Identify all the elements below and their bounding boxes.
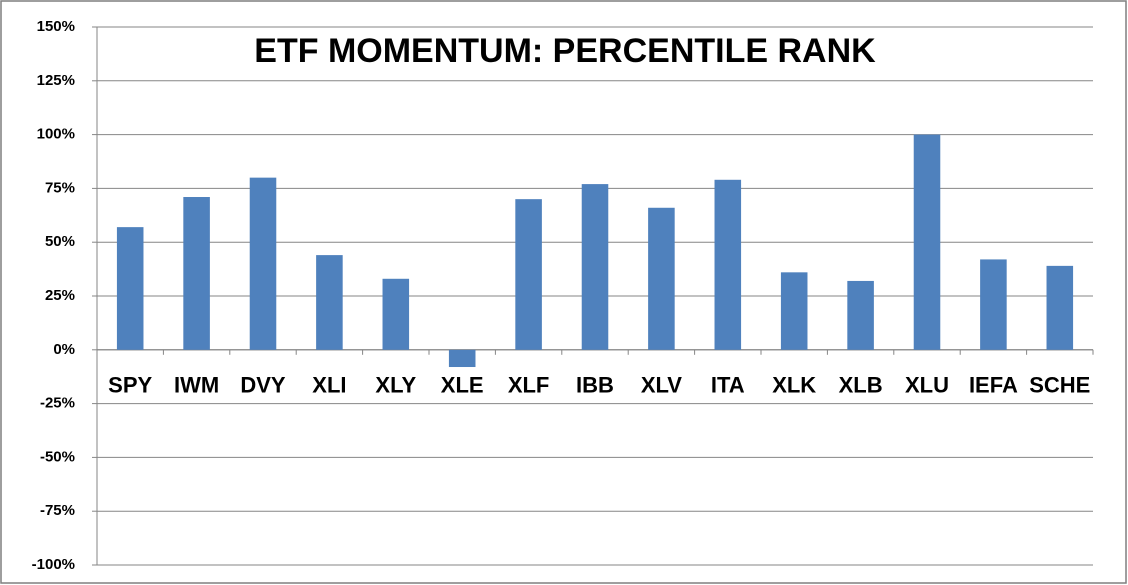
x-tick-label: SPY xyxy=(108,373,152,398)
y-tick-label: -75% xyxy=(40,502,75,519)
x-tick-label: XLE xyxy=(441,373,484,398)
y-tick-label: 150% xyxy=(37,18,75,35)
x-tick-label: IEFA xyxy=(969,373,1018,398)
x-tick-label: XLK xyxy=(772,373,816,398)
x-tick-label: XLB xyxy=(839,373,883,398)
x-tick-label: IBB xyxy=(576,373,614,398)
bar xyxy=(316,255,343,350)
y-tick-label: -50% xyxy=(40,448,75,465)
x-tick-label: XLY xyxy=(375,373,416,398)
y-tick-label: 100% xyxy=(37,126,75,143)
y-tick-label: 25% xyxy=(45,287,75,304)
x-tick-label: XLI xyxy=(312,373,346,398)
x-tick-label: IWM xyxy=(174,373,219,398)
y-tick-label: -25% xyxy=(40,395,75,412)
y-tick-label: 0% xyxy=(53,341,75,358)
x-tick-label: DVY xyxy=(240,373,286,398)
bar xyxy=(847,280,874,350)
bar xyxy=(980,259,1007,350)
bar xyxy=(382,278,410,350)
bar xyxy=(515,199,542,350)
bar xyxy=(183,197,210,350)
y-tick-label: 75% xyxy=(45,179,75,196)
chart-title: ETF MOMENTUM: PERCENTILE RANK xyxy=(254,32,876,70)
x-tick-label: ITA xyxy=(711,373,745,398)
bar xyxy=(780,272,808,350)
x-tick-label: SCHE xyxy=(1029,373,1090,398)
bar xyxy=(249,177,277,350)
y-tick-label: 50% xyxy=(45,233,75,250)
y-tick-label: -100% xyxy=(32,556,75,573)
bar xyxy=(913,134,941,350)
bar xyxy=(116,227,144,350)
x-tick-label: XLV xyxy=(641,373,682,398)
bar xyxy=(714,179,742,350)
bar xyxy=(1046,265,1074,350)
x-tick-label: XLF xyxy=(508,373,550,398)
bar xyxy=(581,184,609,350)
bar xyxy=(448,349,476,368)
bar xyxy=(648,207,675,350)
x-tick-label: XLU xyxy=(905,373,949,398)
y-tick-label: 125% xyxy=(37,72,75,89)
